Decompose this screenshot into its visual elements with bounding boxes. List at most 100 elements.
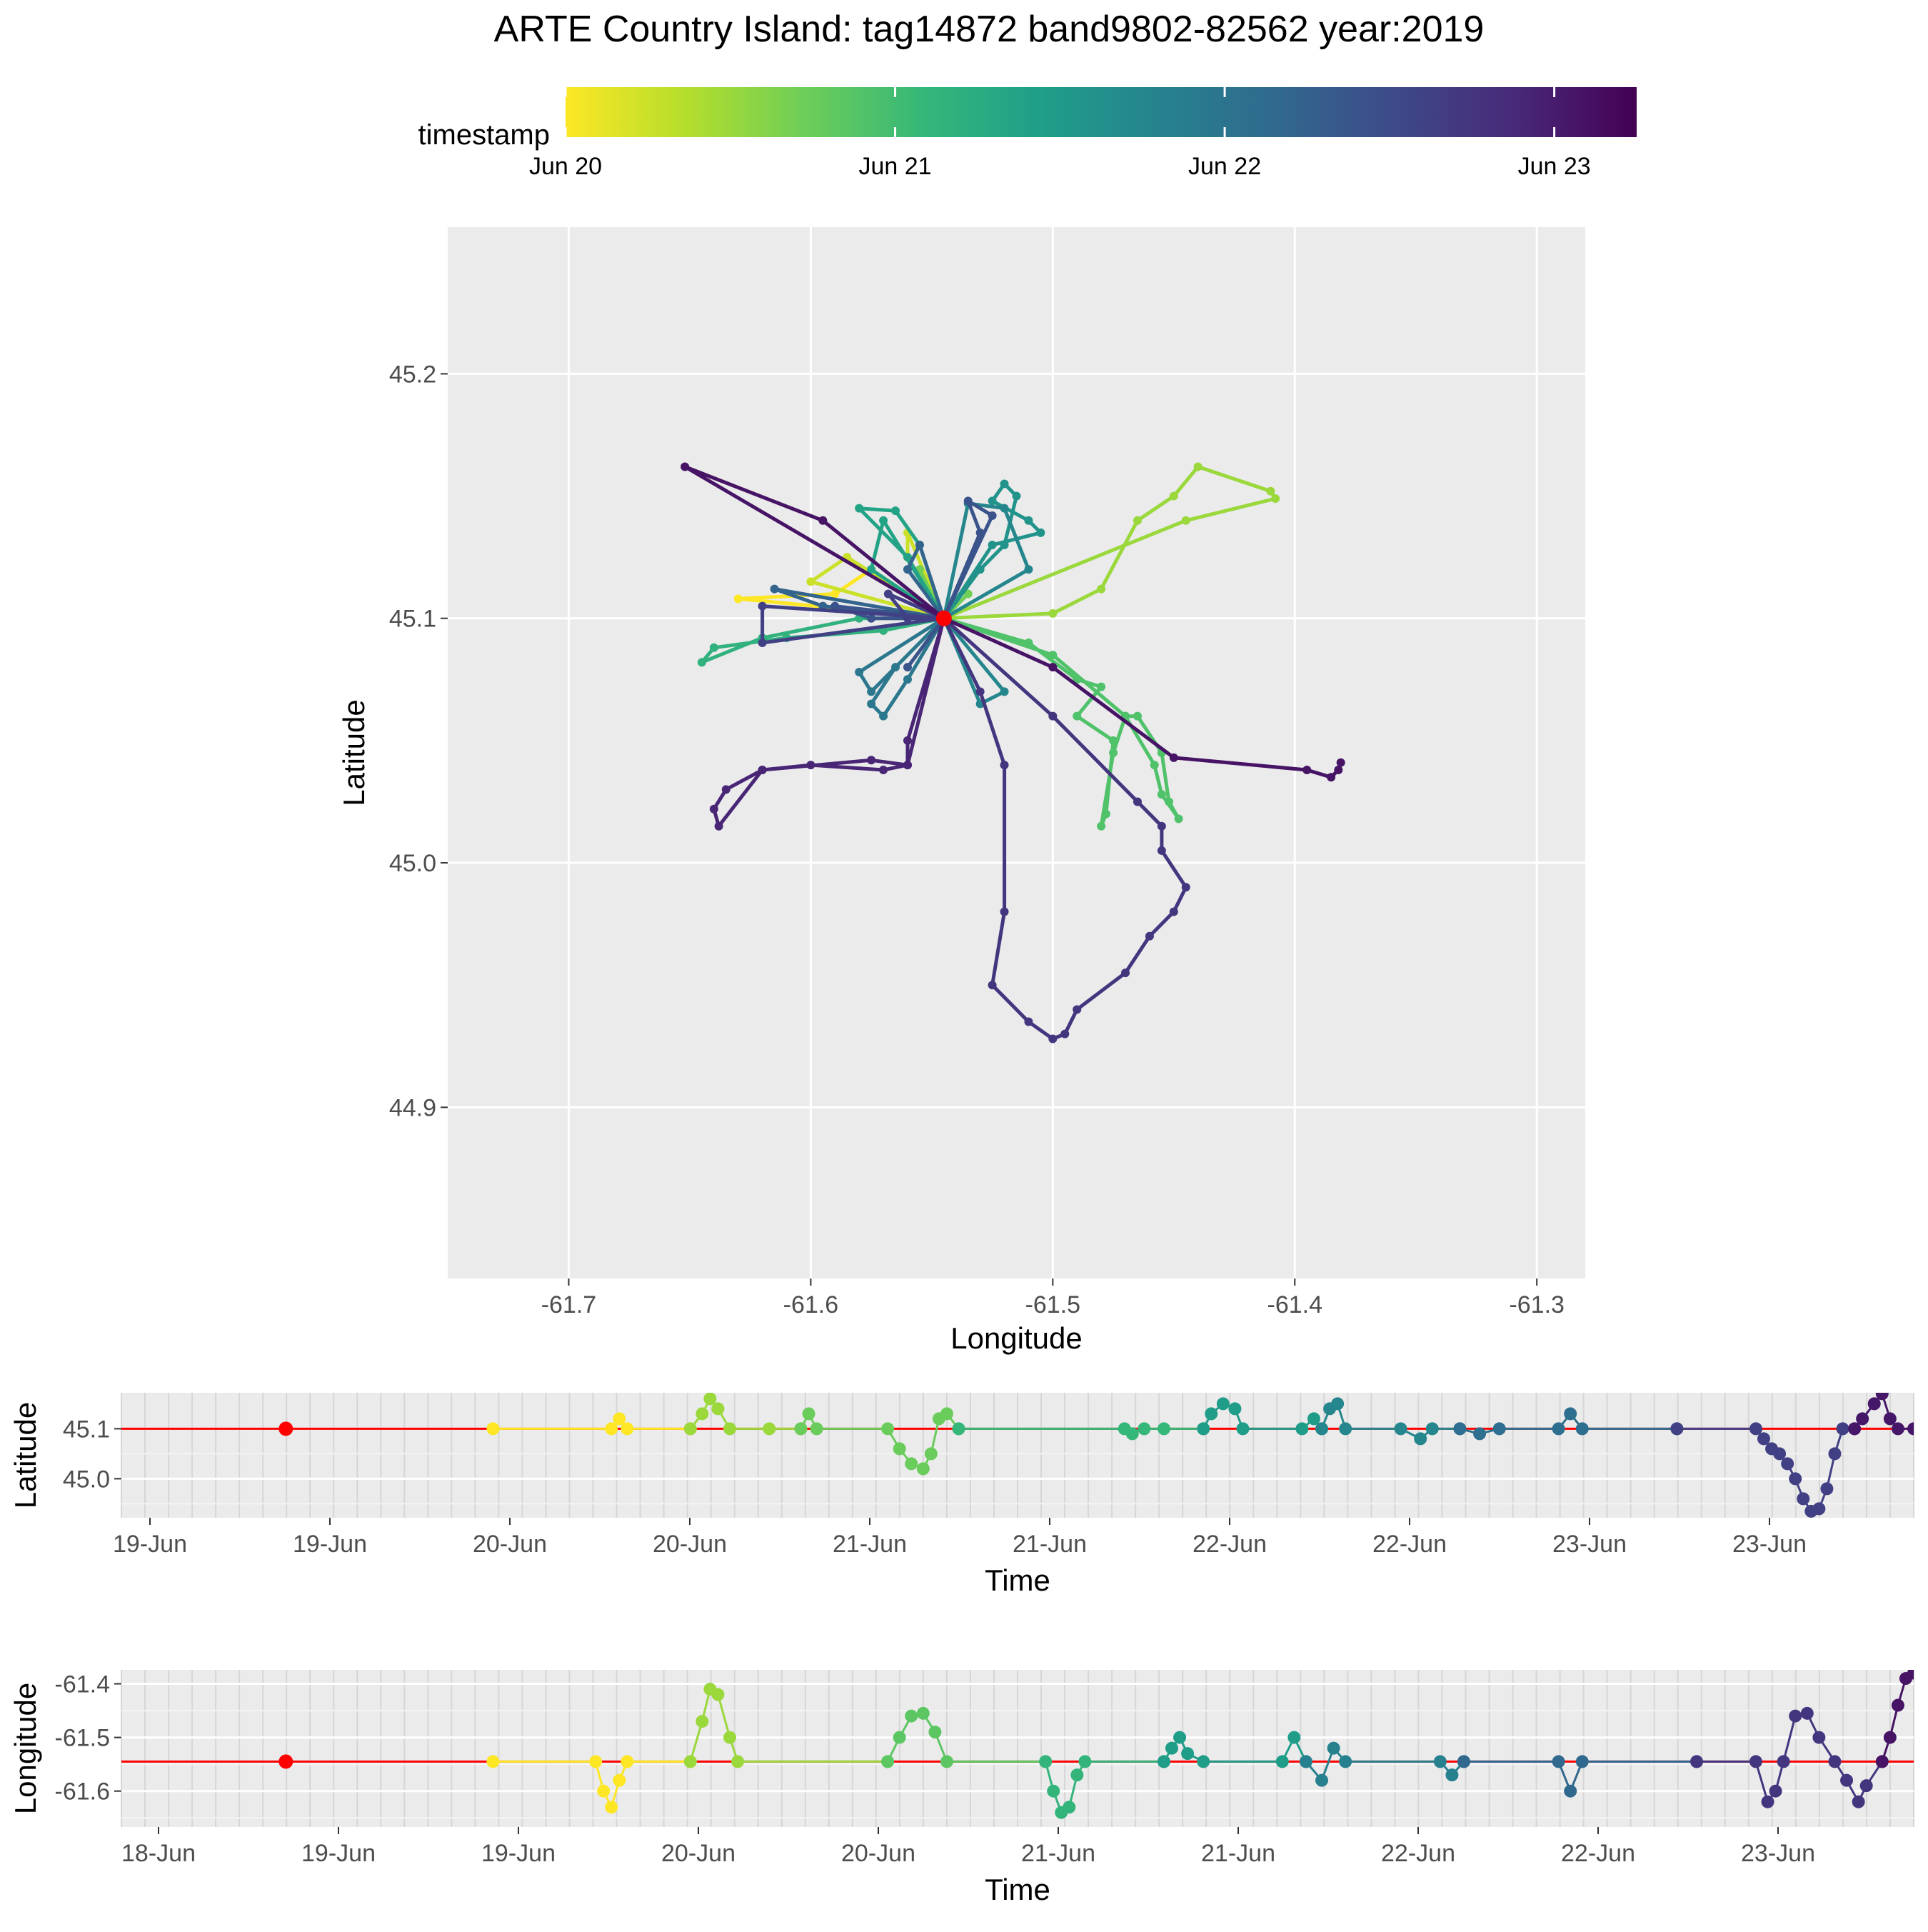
data-point (963, 589, 973, 599)
data-point (893, 1731, 906, 1744)
legend-tick-label: Jun 21 (858, 153, 931, 180)
data-point (1000, 541, 1009, 550)
data-point (806, 577, 815, 586)
data-point (1445, 1768, 1459, 1782)
data-point (1024, 565, 1033, 574)
x-tick-label: -61.6 (783, 1291, 839, 1318)
x-axis-label: Time (985, 1873, 1050, 1906)
data-point (733, 594, 743, 604)
data-point (1197, 1422, 1210, 1436)
data-point (1800, 1706, 1814, 1720)
data-point (1327, 1741, 1340, 1755)
y-tick-label: -61.4 (55, 1671, 111, 1698)
data-point (988, 541, 997, 550)
data-point (1883, 1412, 1897, 1426)
data-point (613, 1773, 626, 1787)
data-point (1334, 765, 1343, 774)
data-point (810, 1422, 823, 1436)
data-point (703, 1393, 717, 1406)
data-point (1193, 462, 1203, 471)
data-point (1473, 1427, 1487, 1441)
chart-title: ARTE Country Island: tag14872 band9802-8… (494, 9, 1485, 50)
data-point (1275, 1755, 1289, 1768)
data-point (1425, 1422, 1439, 1436)
data-point (1856, 1412, 1869, 1426)
data-point (915, 541, 924, 550)
data-point (905, 1709, 918, 1723)
data-point (1828, 1755, 1842, 1768)
x-tick-label: 22-Jun (1381, 1840, 1455, 1867)
plot-panel (448, 227, 1585, 1278)
data-point (928, 1726, 942, 1739)
y-tick-label: 45.0 (63, 1466, 110, 1493)
data-point (1307, 1412, 1320, 1426)
data-point (605, 1422, 618, 1436)
data-point (903, 565, 912, 574)
y-axis-label: Latitude (9, 1402, 42, 1508)
data-point (818, 516, 828, 525)
data-point (683, 1755, 697, 1768)
data-point (855, 504, 864, 513)
data-point (1327, 773, 1336, 782)
data-point (794, 1422, 808, 1436)
data-point (1670, 1422, 1684, 1436)
data-point (1336, 758, 1345, 767)
data-point (1000, 907, 1009, 916)
data-point (881, 1755, 895, 1768)
y-axis-label: Longitude (9, 1683, 42, 1815)
data-point (1575, 1755, 1589, 1768)
data-point (1181, 883, 1190, 892)
legend-tick-label: Jun 22 (1188, 153, 1261, 180)
data-point (486, 1422, 500, 1436)
x-tick-label: 21-Jun (1013, 1531, 1087, 1558)
data-point (1749, 1422, 1762, 1436)
legend-gradient-bar (566, 87, 1637, 137)
data-point (1039, 1755, 1053, 1768)
data-point (1812, 1502, 1826, 1516)
data-point (1414, 1432, 1427, 1446)
data-point (903, 663, 912, 672)
data-point (903, 614, 912, 623)
data-point (924, 1447, 938, 1461)
data-point (1024, 516, 1033, 525)
data-point (1836, 1422, 1849, 1436)
data-point (1907, 1422, 1914, 1436)
data-point (1773, 1447, 1787, 1461)
data-point (1060, 1029, 1070, 1038)
data-point (1315, 1422, 1329, 1436)
data-point (1205, 1407, 1218, 1421)
data-point (903, 553, 912, 562)
data-point (1907, 1670, 1914, 1680)
data-point (1789, 1472, 1802, 1486)
data-point (1867, 1397, 1881, 1411)
data-point (1169, 491, 1178, 501)
x-tick-label: 20-Jun (473, 1531, 547, 1558)
data-point (1271, 494, 1280, 503)
data-point (975, 528, 985, 537)
data-point (1109, 749, 1118, 757)
data-point (1797, 1492, 1810, 1506)
data-point (867, 565, 876, 574)
data-point (770, 584, 779, 594)
data-point (1564, 1784, 1577, 1798)
data-point (1097, 821, 1106, 831)
data-point (879, 711, 888, 721)
data-point (697, 658, 706, 667)
legend-title: timestamp (418, 119, 551, 151)
x-tick-label: -61.3 (1509, 1291, 1565, 1318)
y-tick-label: 45.1 (389, 606, 436, 633)
data-point (1859, 1779, 1873, 1793)
data-point (1891, 1698, 1904, 1712)
data-point (1145, 931, 1154, 941)
reference-point (278, 1754, 293, 1769)
data-point (1047, 1784, 1060, 1798)
x-axis-label: Longitude (950, 1321, 1083, 1355)
y-tick-label: 45.1 (63, 1416, 110, 1443)
x-tick-label: 19-Jun (293, 1531, 367, 1558)
data-point (597, 1784, 611, 1798)
data-point (1777, 1755, 1790, 1768)
y-axis-label: Latitude (337, 699, 371, 806)
data-point (621, 1755, 634, 1768)
colony-point (935, 610, 952, 626)
data-point (891, 663, 900, 672)
